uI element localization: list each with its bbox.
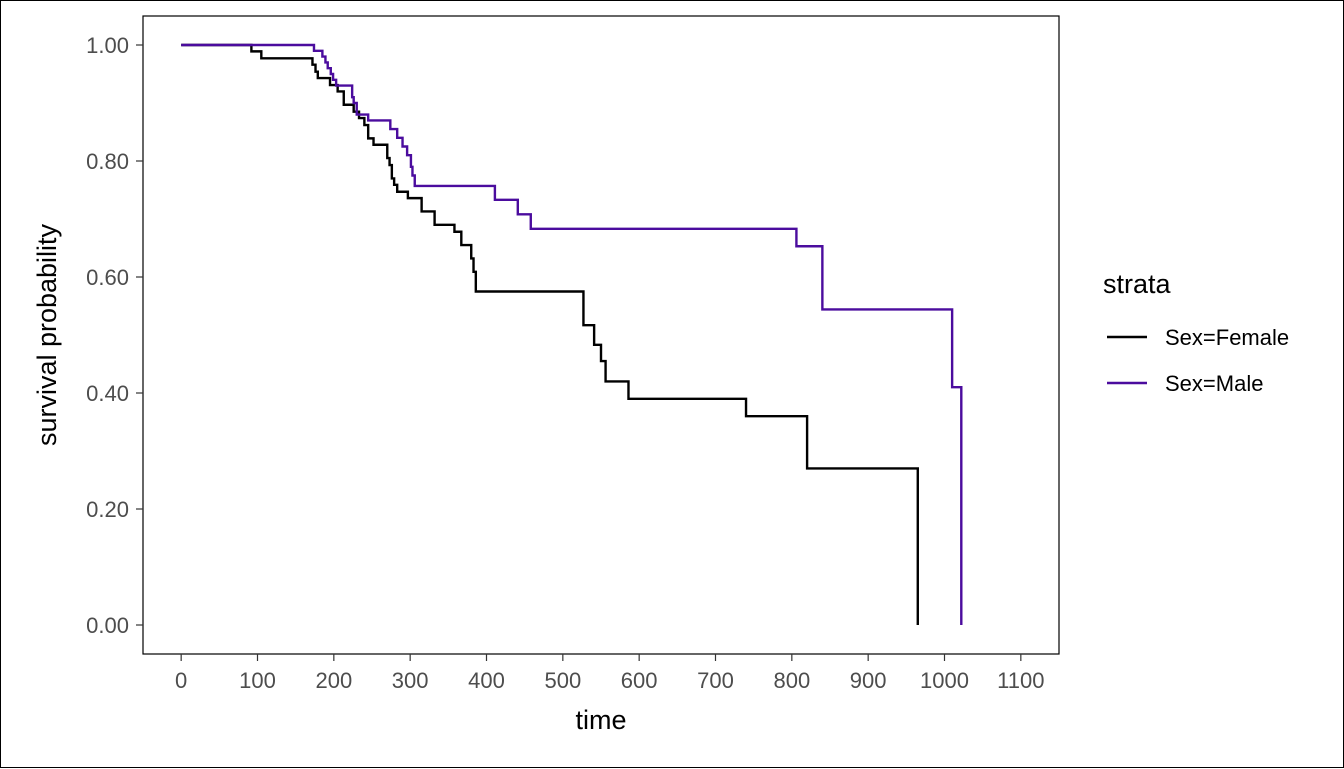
x-tick-label: 700 xyxy=(697,668,734,693)
y-axis: 0.00 0.20 0.40 0.60 0.80 1.00 xyxy=(86,33,143,638)
x-tick-label: 300 xyxy=(392,668,429,693)
legend-label-2: Sex=Male xyxy=(1165,371,1263,396)
x-tick-label: 400 xyxy=(468,668,505,693)
x-tick-label: 200 xyxy=(315,668,352,693)
x-tick-label: 1000 xyxy=(920,668,969,693)
legend-entries: Sex=Female Sex=Male xyxy=(1107,325,1289,396)
legend: strata Sex=Female Sex=Male xyxy=(1103,269,1289,396)
x-tick-label: 600 xyxy=(621,668,658,693)
legend-label-1: Sex=Female xyxy=(1165,325,1289,350)
series-line-sex-female xyxy=(181,43,919,625)
y-tick-label: 0.00 xyxy=(86,613,129,638)
x-axis: 0 100 200 300 400 500 600 700 800 900 1000 1100 xyxy=(175,654,1044,693)
x-tick-label: 900 xyxy=(850,668,887,693)
y-tick-label: 0.80 xyxy=(86,149,129,174)
y-tick-label: 0.20 xyxy=(86,497,129,522)
x-tick-label: 100 xyxy=(239,668,276,693)
legend-title: strata xyxy=(1103,269,1172,299)
y-tick-label: 0.40 xyxy=(86,381,129,406)
plot-panel xyxy=(142,15,1060,655)
series-layer xyxy=(181,43,963,625)
x-tick-label: 500 xyxy=(544,668,581,693)
y-tick-label: 1.00 xyxy=(86,33,129,58)
x-tick-label: 800 xyxy=(773,668,810,693)
x-axis-title: time xyxy=(575,705,626,735)
y-tick-label: 0.60 xyxy=(86,265,129,290)
y-axis-title: survival probability xyxy=(32,223,62,446)
x-tick-label: 0 xyxy=(175,668,187,693)
series-line-sex-male xyxy=(181,43,963,625)
x-tick-label: 1100 xyxy=(997,668,1044,693)
